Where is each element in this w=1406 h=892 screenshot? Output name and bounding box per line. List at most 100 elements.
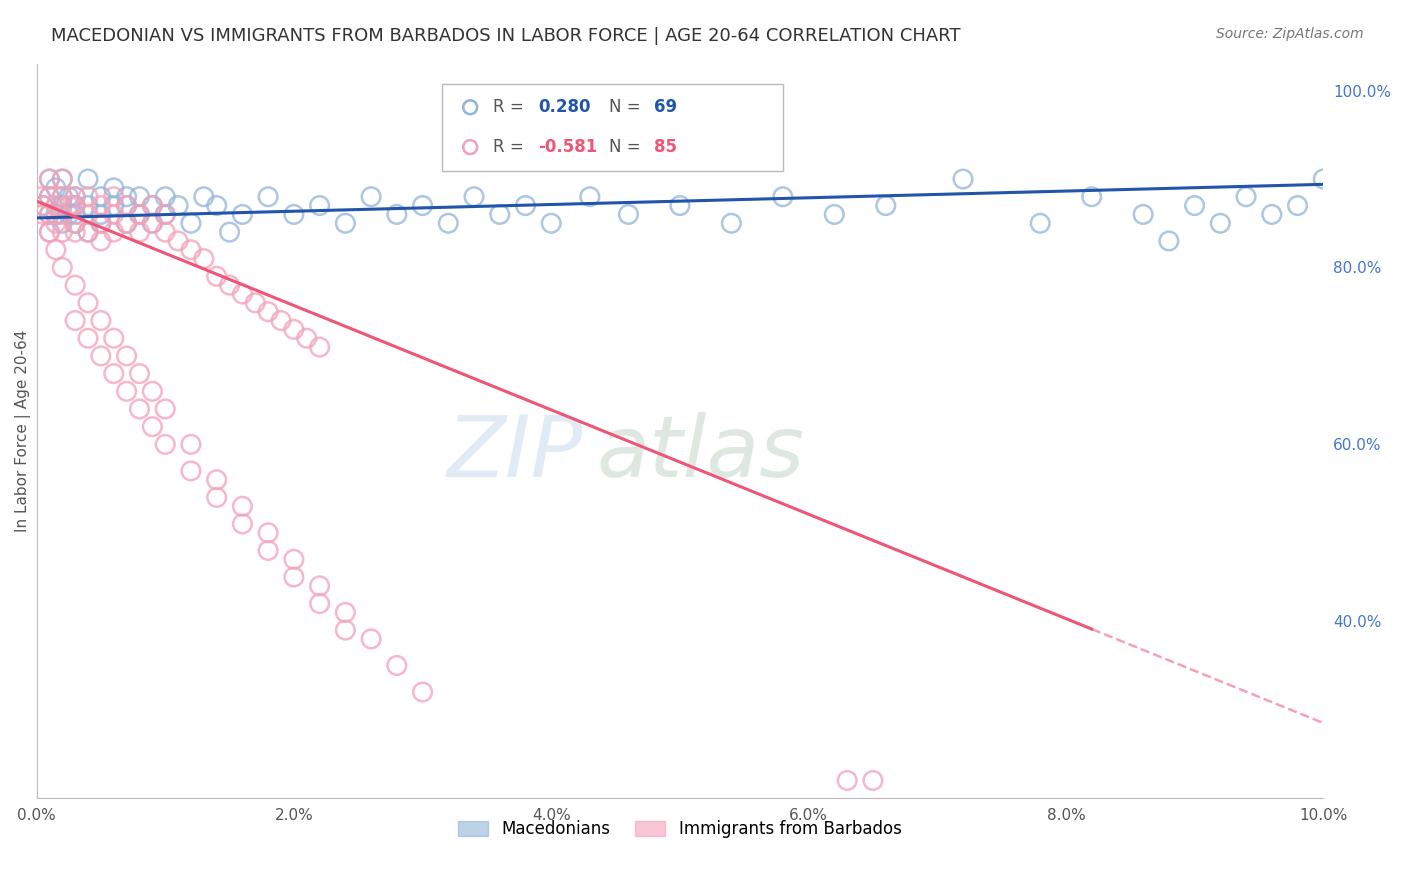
Point — [385, 658, 408, 673]
Point — [77, 331, 100, 345]
Point — [180, 216, 202, 230]
Point — [412, 198, 434, 212]
Point — [103, 198, 125, 212]
Point — [1080, 190, 1102, 204]
Point — [51, 190, 73, 204]
Point — [218, 278, 240, 293]
Point — [51, 207, 73, 221]
Point — [283, 570, 305, 584]
Point — [63, 216, 86, 230]
Point — [115, 349, 138, 363]
Point — [141, 216, 163, 230]
Point — [45, 216, 67, 230]
Point — [63, 216, 86, 230]
Point — [115, 190, 138, 204]
Point — [335, 606, 357, 620]
Point — [32, 198, 55, 212]
Point — [295, 331, 318, 345]
Point — [51, 216, 73, 230]
Point — [837, 773, 859, 788]
Point — [155, 190, 177, 204]
Point — [128, 367, 150, 381]
Point — [77, 172, 100, 186]
Legend: Macedonians, Immigrants from Barbados: Macedonians, Immigrants from Barbados — [451, 814, 908, 845]
Point — [308, 340, 330, 354]
Point — [38, 190, 60, 204]
Text: 69: 69 — [654, 98, 678, 116]
Point — [205, 198, 228, 212]
Point — [1157, 234, 1180, 248]
Point — [257, 304, 280, 318]
Text: R =: R = — [494, 138, 529, 156]
Text: ZIP: ZIP — [447, 411, 583, 495]
Point — [875, 198, 897, 212]
Point — [128, 207, 150, 221]
Point — [463, 190, 485, 204]
Point — [155, 207, 177, 221]
Point — [720, 216, 742, 230]
Point — [77, 225, 100, 239]
Point — [77, 296, 100, 310]
Point — [38, 207, 60, 221]
Point — [579, 190, 602, 204]
Point — [952, 172, 974, 186]
Point — [90, 216, 112, 230]
Point — [63, 207, 86, 221]
Point — [155, 207, 177, 221]
Point — [51, 198, 73, 212]
Point — [1132, 207, 1154, 221]
Point — [385, 207, 408, 221]
Point — [45, 243, 67, 257]
Point — [437, 216, 460, 230]
Point — [103, 225, 125, 239]
Point — [257, 543, 280, 558]
Point — [32, 207, 55, 221]
Point — [90, 198, 112, 212]
Point — [141, 198, 163, 212]
Point — [45, 198, 67, 212]
Point — [58, 198, 80, 212]
Point — [63, 190, 86, 204]
Point — [77, 207, 100, 221]
Point — [360, 190, 382, 204]
Point — [115, 198, 138, 212]
Point — [155, 402, 177, 417]
Point — [257, 190, 280, 204]
Point — [1234, 190, 1257, 204]
Point — [1261, 207, 1284, 221]
Point — [38, 172, 60, 186]
Point — [193, 190, 215, 204]
Point — [51, 225, 73, 239]
Text: 0.280: 0.280 — [538, 98, 591, 116]
Point — [115, 198, 138, 212]
Point — [115, 216, 138, 230]
Text: N =: N = — [609, 138, 645, 156]
Point — [1286, 198, 1309, 212]
Point — [669, 198, 692, 212]
Point — [1184, 198, 1206, 212]
Point — [231, 500, 253, 514]
Point — [1029, 216, 1052, 230]
Point — [30, 190, 52, 204]
Point — [90, 190, 112, 204]
Point — [1209, 216, 1232, 230]
Point — [155, 437, 177, 451]
Point — [38, 225, 60, 239]
Point — [128, 225, 150, 239]
Point — [617, 207, 640, 221]
Point — [283, 207, 305, 221]
Y-axis label: In Labor Force | Age 20-64: In Labor Force | Age 20-64 — [15, 330, 31, 533]
Point — [103, 331, 125, 345]
Point — [218, 225, 240, 239]
Point — [51, 260, 73, 275]
Point — [58, 207, 80, 221]
Point — [141, 198, 163, 212]
Point — [283, 322, 305, 336]
Point — [772, 190, 794, 204]
Point — [141, 419, 163, 434]
Point — [103, 207, 125, 221]
Point — [128, 190, 150, 204]
Point — [180, 243, 202, 257]
Point — [141, 216, 163, 230]
Point — [180, 437, 202, 451]
